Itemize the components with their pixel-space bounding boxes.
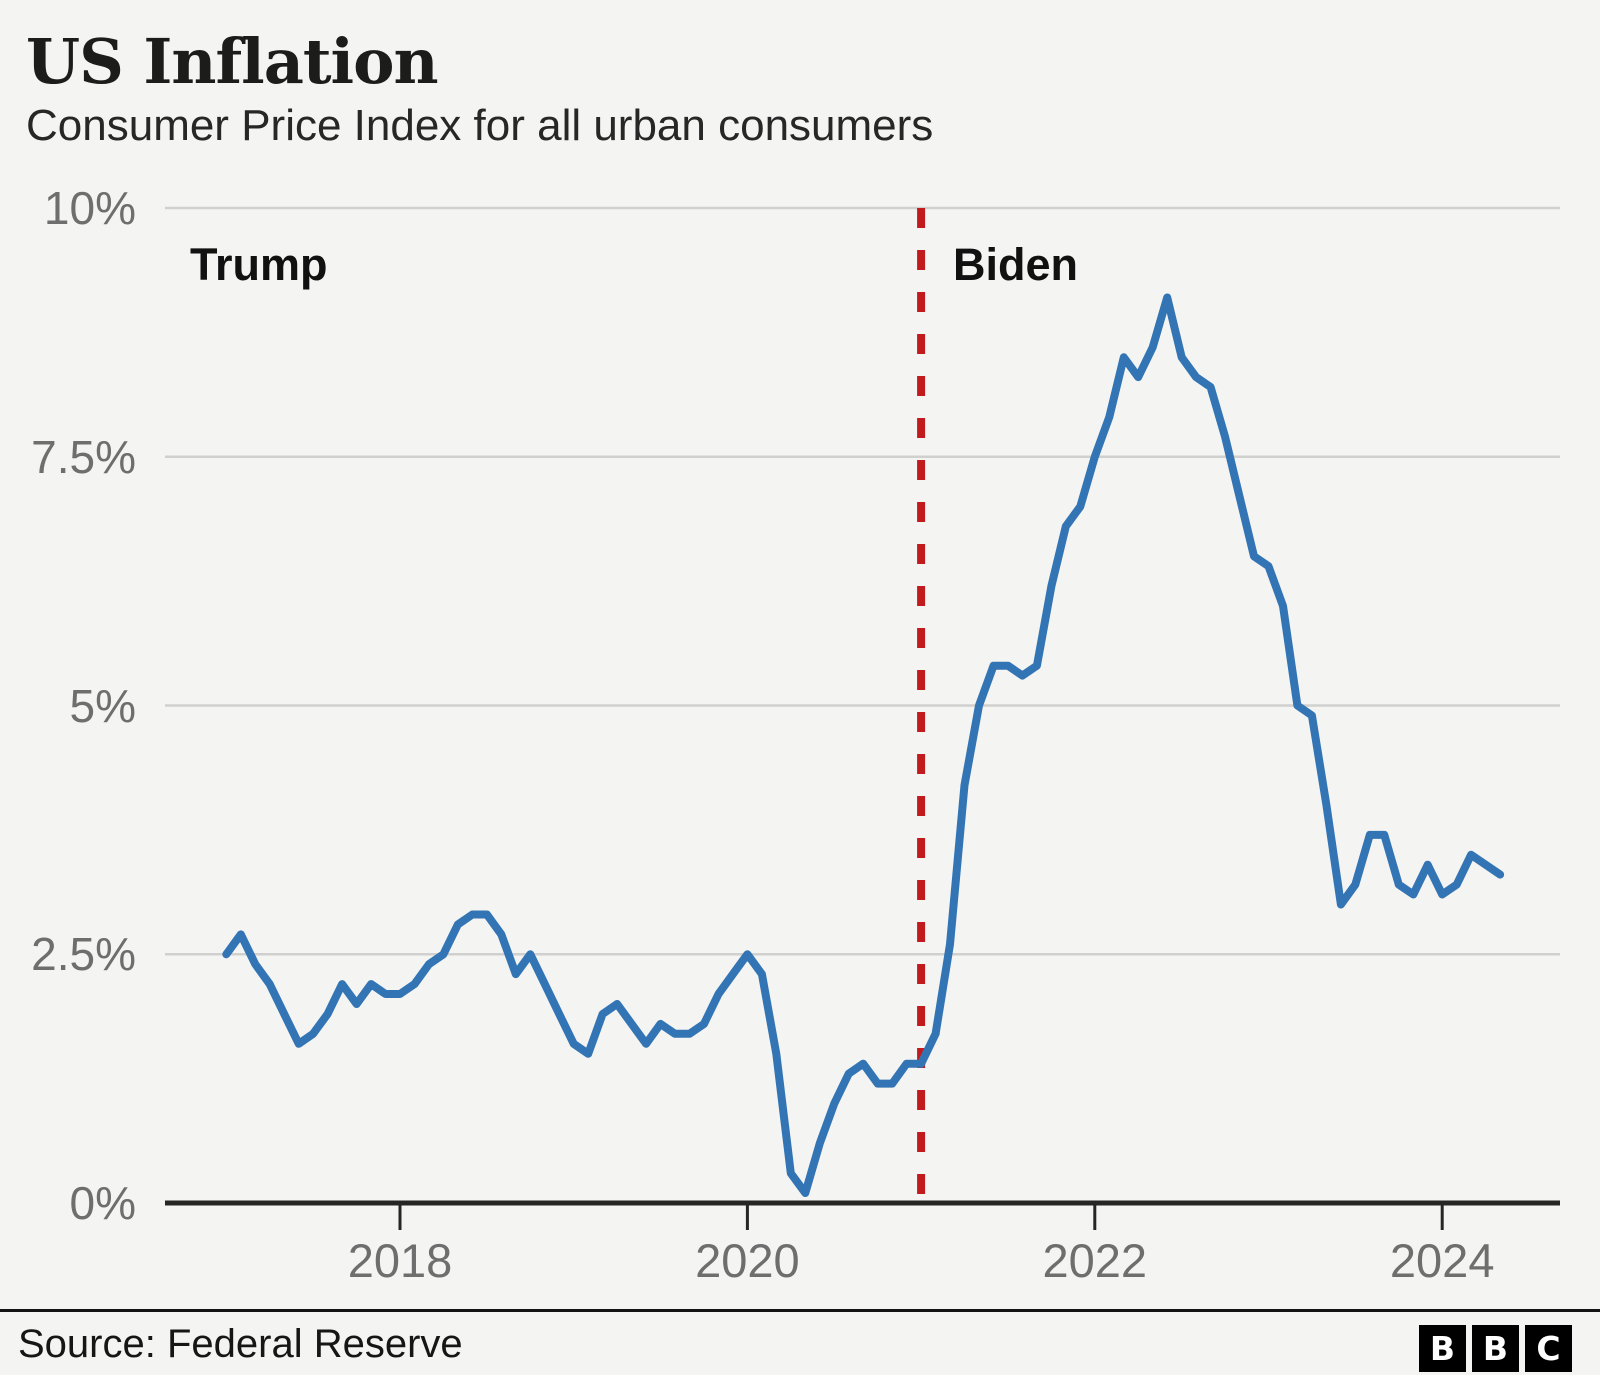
bbc-logo-box-2: B: [1472, 1325, 1519, 1372]
x-tick-label-2024: 2024: [1389, 1234, 1495, 1287]
y-tick-label-10pct: 10%: [43, 182, 136, 234]
bbc-logo-box-1: B: [1419, 1325, 1466, 1372]
x-tick-label-2018: 2018: [347, 1234, 453, 1287]
bbc-logo-box-3: C: [1525, 1325, 1572, 1372]
y-tick-label-7.5pct: 7.5%: [31, 430, 136, 483]
era-label-biden: Biden: [953, 239, 1079, 290]
chart-title: US Inflation: [26, 25, 439, 98]
x-tick-label-2020: 2020: [695, 1234, 800, 1287]
y-tick-label-5pct: 5%: [69, 679, 136, 732]
source-text: Source: Federal Reserve: [18, 1322, 463, 1366]
chart-subtitle: Consumer Price Index for all urban consu…: [26, 101, 934, 150]
y-tick-label-0pct: 0%: [69, 1177, 136, 1229]
x-tick-label-2022: 2022: [1042, 1234, 1148, 1287]
cpi-line: [222, 293, 1505, 1197]
era-label-trump: Trump: [190, 239, 328, 290]
y-tick-label-2.5pct: 2.5%: [31, 928, 136, 981]
footer-divider: [0, 1309, 1600, 1312]
